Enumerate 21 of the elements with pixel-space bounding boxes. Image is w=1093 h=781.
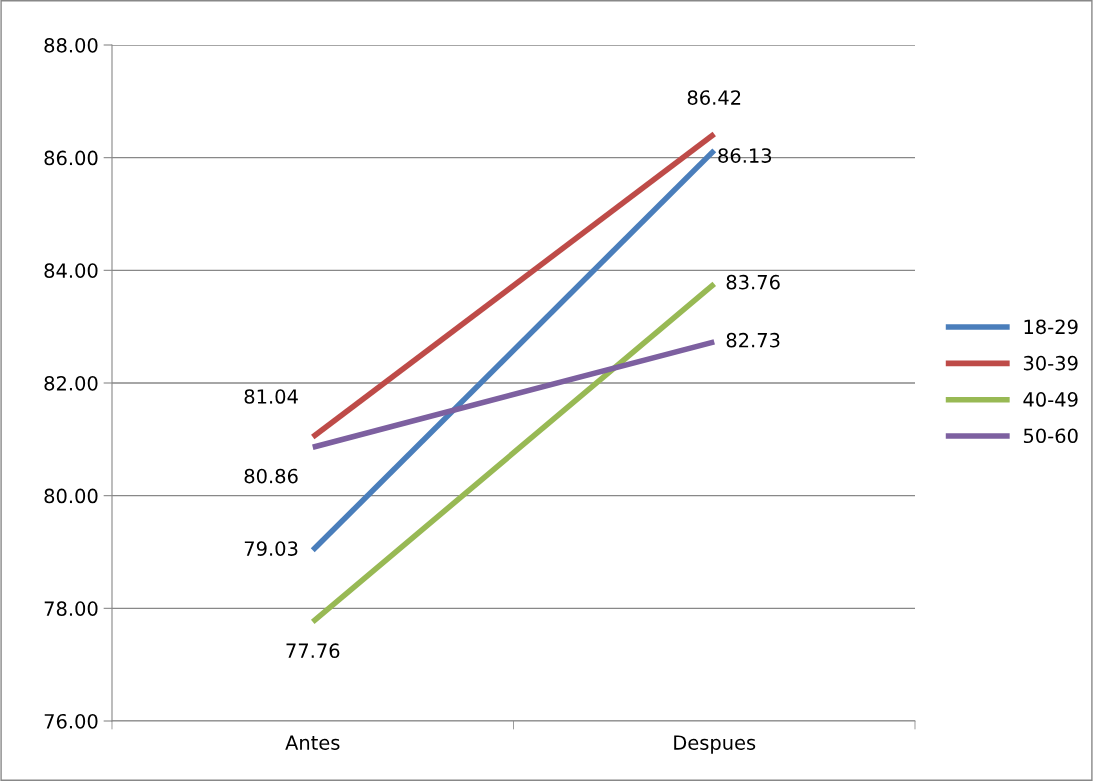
y-tick-label: 84.00 bbox=[44, 263, 98, 278]
y-tick-label: 80.00 bbox=[44, 488, 98, 504]
data-label: 86.42 bbox=[687, 90, 741, 105]
y-tick-label: 76.00 bbox=[44, 713, 98, 729]
x-tick-label: Despues bbox=[674, 735, 756, 754]
y-tick-label: 86.00 bbox=[44, 150, 98, 166]
data-label: 79.03 bbox=[244, 541, 298, 556]
legend-label: 30-39 bbox=[1023, 355, 1078, 371]
data-label: 83.76 bbox=[726, 274, 780, 290]
legend-label: 50-60 bbox=[1023, 428, 1078, 444]
data-label: 81.04 bbox=[244, 389, 298, 404]
data-label: 86.13 bbox=[718, 148, 772, 163]
legend-label: 40-49 bbox=[1023, 392, 1078, 407]
y-tick-label: 88.00 bbox=[44, 37, 98, 53]
data-label: 77.76 bbox=[286, 643, 340, 659]
legend-label: 18-29 bbox=[1024, 319, 1078, 335]
data-label: 80.86 bbox=[244, 468, 298, 484]
y-tick-label: 82.00 bbox=[44, 375, 98, 391]
x-tick-label: Antes bbox=[285, 735, 340, 750]
y-tick-label: 78.00 bbox=[44, 601, 98, 616]
data-label: 82.73 bbox=[726, 332, 780, 348]
